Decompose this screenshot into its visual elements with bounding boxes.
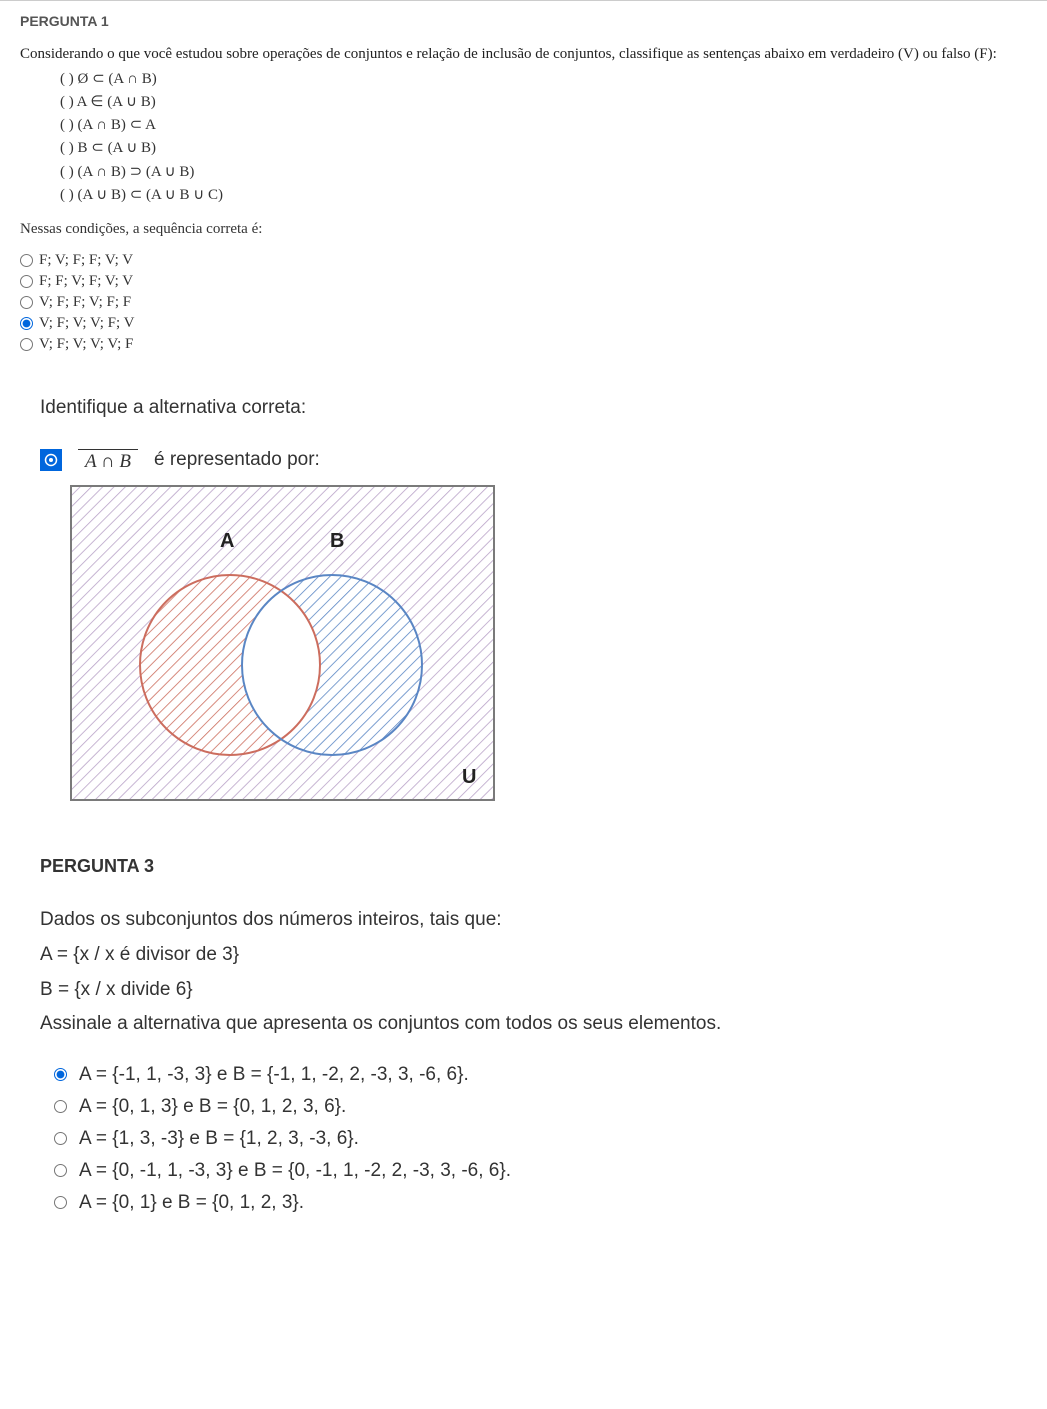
statement: ( ) (A ∩ B) ⊂ A <box>60 114 1027 137</box>
option[interactable]: A = {0, -1, 1, -3, 3} e B = {0, -1, 1, -… <box>54 1160 1027 1182</box>
option-label: V; F; F; V; F; F <box>39 294 131 311</box>
option[interactable]: A = {1, 3, -3} e B = {1, 2, 3, -3, 6}. <box>54 1128 1027 1150</box>
option[interactable]: A = {0, 1} e B = {0, 1, 2, 3}. <box>54 1192 1027 1214</box>
radio-input[interactable] <box>54 1100 67 1113</box>
page: PERGUNTA 1 Considerando o que você estud… <box>0 0 1047 1264</box>
question-3-body: Dados os subconjuntos dos números inteir… <box>40 907 1027 1037</box>
complement-expression: A ∩ B <box>78 449 138 471</box>
complement-text: A ∩ B <box>85 452 131 471</box>
option-label: A = {0, -1, 1, -3, 3} e B = {0, -1, 1, -… <box>79 1160 511 1182</box>
option-label: V; F; V; V; V; F <box>39 336 133 353</box>
question-1-condition: Nessas condições, a sequência correta é: <box>20 221 1027 238</box>
svg-text:A: A <box>220 530 234 552</box>
option[interactable]: V; F; V; V; F; V <box>20 315 1027 332</box>
option-label: F; F; V; F; V; V <box>39 273 133 290</box>
svg-text:B: B <box>330 530 344 552</box>
option[interactable]: F; F; V; F; V; V <box>20 273 1027 290</box>
q3-line: Assinale a alternativa que apresenta os … <box>40 1011 1027 1038</box>
option[interactable]: V; F; V; V; V; F <box>20 336 1027 353</box>
q3-line: A = {x / x é divisor de 3} <box>40 942 1027 969</box>
option-label: F; V; F; F; V; V <box>39 252 133 269</box>
q3-line: Dados os subconjuntos dos números inteir… <box>40 907 1027 934</box>
radio-input[interactable] <box>20 296 33 309</box>
option-label: V; F; V; V; F; V <box>39 315 134 332</box>
question-2-identify: Identifique a alternativa correta: <box>40 397 1027 419</box>
statement: ( ) (A ∪ B) ⊂ (A ∪ B ∪ C) <box>60 184 1027 207</box>
question-3: PERGUNTA 3 Dados os subconjuntos dos núm… <box>0 816 1047 1263</box>
radio-input[interactable] <box>20 275 33 288</box>
radio-input[interactable] <box>20 254 33 267</box>
option[interactable]: V; F; F; V; F; F <box>20 294 1027 311</box>
question-2-row: A ∩ B é representado por: <box>40 449 1027 471</box>
venn-svg: A B U <box>70 485 495 801</box>
option[interactable]: A = {0, 1, 3} e B = {0, 1, 2, 3, 6}. <box>54 1096 1027 1118</box>
statement: ( ) (A ∩ B) ⊃ (A ∪ B) <box>60 161 1027 184</box>
question-1: PERGUNTA 1 Considerando o que você estud… <box>0 1 1047 367</box>
option-label: A = {0, 1, 3} e B = {0, 1, 2, 3, 6}. <box>79 1096 346 1118</box>
radio-input[interactable] <box>20 338 33 351</box>
q3-line: B = {x / x divide 6} <box>40 977 1027 1004</box>
radio-input[interactable] <box>54 1164 67 1177</box>
option[interactable]: F; V; F; F; V; V <box>20 252 1027 269</box>
option-label: A = {-1, 1, -3, 3} e B = {-1, 1, -2, 2, … <box>79 1064 469 1086</box>
option-label: A = {1, 3, -3} e B = {1, 2, 3, -3, 6}. <box>79 1128 359 1150</box>
venn-diagram: A B U <box>70 485 1027 806</box>
question-2: Identifique a alternativa correta: A ∩ B… <box>0 367 1047 816</box>
question-1-statements: ( ) Ø ⊂ (A ∩ B) ( ) A ∈ (A ∪ B) ( ) (A ∩… <box>60 68 1027 208</box>
question-3-options: A = {-1, 1, -3, 3} e B = {-1, 1, -2, 2, … <box>54 1064 1027 1214</box>
question-1-prompt: Considerando o que você estudou sobre op… <box>20 43 1027 66</box>
question-1-title: PERGUNTA 1 <box>20 13 1027 29</box>
question-3-title: PERGUNTA 3 <box>40 856 1027 877</box>
radio-input[interactable] <box>54 1132 67 1145</box>
radio-input[interactable] <box>54 1068 67 1081</box>
selected-marker-icon[interactable] <box>40 449 62 471</box>
represented-text: é representado por: <box>154 449 320 471</box>
radio-input[interactable] <box>54 1196 67 1209</box>
radio-input[interactable] <box>20 317 33 330</box>
option[interactable]: A = {-1, 1, -3, 3} e B = {-1, 1, -2, 2, … <box>54 1064 1027 1086</box>
statement: ( ) B ⊂ (A ∪ B) <box>60 137 1027 160</box>
question-1-options: F; V; F; F; V; V F; F; V; F; V; V V; F; … <box>20 252 1027 353</box>
option-label: A = {0, 1} e B = {0, 1, 2, 3}. <box>79 1192 304 1214</box>
statement: ( ) A ∈ (A ∪ B) <box>60 91 1027 114</box>
svg-text:U: U <box>462 766 476 788</box>
overline-bar <box>78 449 138 450</box>
statement: ( ) Ø ⊂ (A ∩ B) <box>60 68 1027 91</box>
